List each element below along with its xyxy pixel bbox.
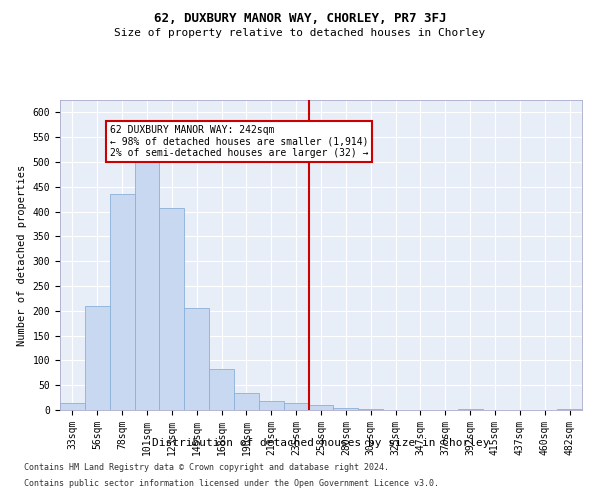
Bar (110, 194, 134, 410)
Text: Distribution of detached houses by size in Chorley: Distribution of detached houses by size … (152, 438, 490, 448)
Bar (184, 308, 209, 410)
Bar (234, 392, 259, 410)
Text: 62, DUXBURY MANOR WAY, CHORLEY, PR7 3FJ: 62, DUXBURY MANOR WAY, CHORLEY, PR7 3FJ (154, 12, 446, 26)
Text: Size of property relative to detached houses in Chorley: Size of property relative to detached ho… (115, 28, 485, 38)
Bar (134, 162, 160, 410)
Bar (85, 306, 110, 410)
Text: 62 DUXBURY MANOR WAY: 242sqm
← 98% of detached houses are smaller (1,914)
2% of : 62 DUXBURY MANOR WAY: 242sqm ← 98% of de… (110, 125, 368, 158)
Bar (358, 408, 383, 410)
Bar (209, 369, 234, 410)
Bar (334, 408, 358, 410)
Bar (557, 408, 582, 410)
Text: Contains public sector information licensed under the Open Government Licence v3: Contains public sector information licen… (24, 478, 439, 488)
Text: Contains HM Land Registry data © Crown copyright and database right 2024.: Contains HM Land Registry data © Crown c… (24, 464, 389, 472)
Y-axis label: Number of detached properties: Number of detached properties (17, 164, 27, 346)
Bar (259, 401, 284, 410)
Bar (308, 405, 334, 410)
Bar (284, 402, 308, 410)
Bar (160, 208, 184, 410)
Bar (458, 408, 482, 410)
Bar (60, 402, 85, 410)
